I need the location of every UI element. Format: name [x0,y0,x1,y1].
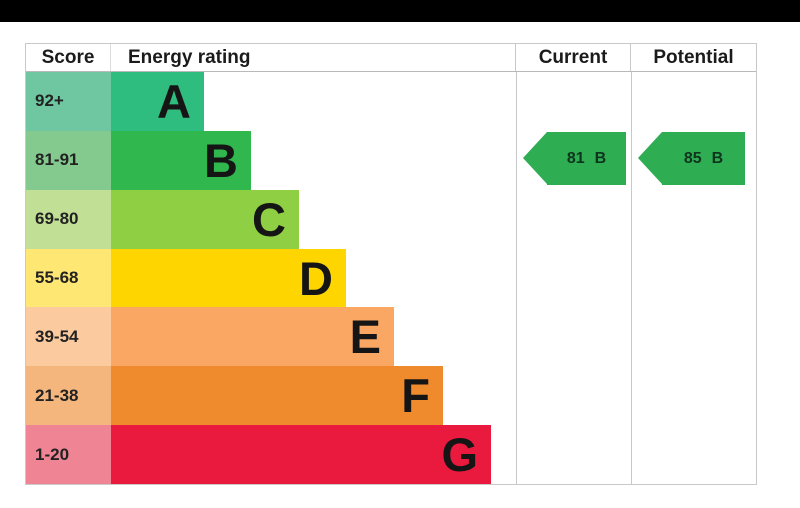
rating-bar-d: D [111,248,346,308]
band-letter: E [349,310,381,364]
band-row-a: 92+ A [26,72,516,131]
band-row-d: 55-68 D [26,248,516,308]
current-letter: B [594,149,607,167]
potential-letter: B [711,149,724,167]
rating-bar-g: G [111,425,491,485]
table-header-row: Score Energy rating Current Potential [26,44,756,72]
score-range-label: 21-38 [26,366,111,426]
rating-bar-b: B [111,130,251,190]
header-score: Score [26,44,111,71]
band-row-b: 81-91 B [26,130,516,190]
current-rating-arrow: 81 B [523,132,626,185]
score-range-label: 69-80 [26,189,111,249]
current-column: 81 B [516,72,631,484]
rating-bar-e: E [111,307,394,367]
band-letter: A [157,74,191,128]
band-row-e: 39-54 E [26,307,516,367]
band-letter: G [441,428,478,482]
score-range-label: 55-68 [26,248,111,308]
table-body: 92+ A 81-91 B 69-80 C 55-68 D 39-54 E 21-38 F 1-20 G … [26,72,756,485]
score-range-label: 92+ [26,72,111,131]
band-row-g: 1-20 G [26,425,516,485]
rating-bar-f: F [111,366,443,426]
score-range-label: 39-54 [26,307,111,367]
arrow-left-tip-icon [638,132,662,184]
potential-rating-arrow: 85 B [638,132,745,185]
potential-column: 85 B [631,72,756,484]
rating-bar-c: C [111,189,299,249]
band-letter: B [204,133,238,187]
band-row-f: 21-38 F [26,366,516,426]
band-letter: D [299,251,333,305]
band-row-c: 69-80 C [26,189,516,249]
current-score: 81 [566,149,585,167]
rating-bands: 92+ A 81-91 B 69-80 C 55-68 D 39-54 E 21-38 F 1-20 G [26,72,516,485]
current-rating-value: 81 B [547,132,626,185]
header-potential: Potential [630,44,756,71]
arrow-left-tip-icon [523,132,547,184]
band-letter: F [401,369,430,423]
epc-chart: Score Energy rating Current Potential 92… [25,43,757,485]
score-range-label: 1-20 [26,425,111,485]
header-current: Current [515,44,630,71]
letterbox-top-bar [0,0,800,22]
potential-score: 85 [683,149,702,167]
band-letter: C [252,192,286,246]
score-range-label: 81-91 [26,130,111,190]
header-energy-rating: Energy rating [128,46,251,68]
potential-rating-value: 85 B [662,132,745,185]
rating-bar-a: A [111,72,204,131]
